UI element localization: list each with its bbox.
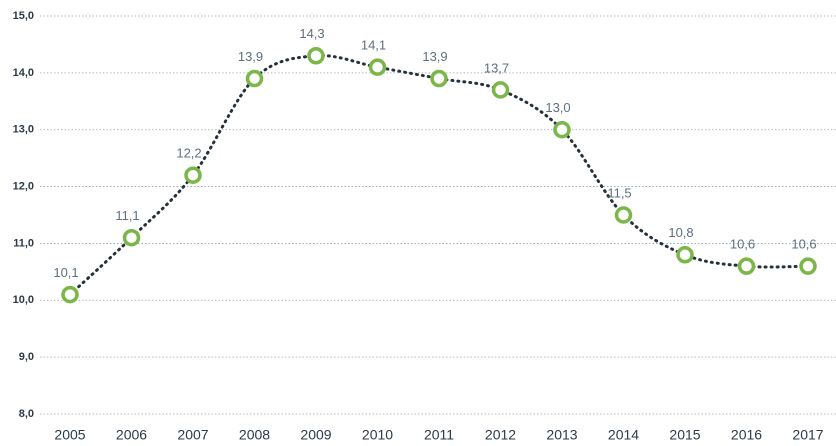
y-tick-label: 12,0 [13, 180, 34, 192]
x-tick-label: 2017 [792, 427, 823, 443]
value-label: 12,2 [176, 146, 201, 161]
value-label: 13,7 [484, 60, 509, 75]
x-tick-label: 2007 [177, 427, 208, 443]
x-tick-label: 2009 [300, 427, 331, 443]
value-label: 10,6 [730, 237, 755, 252]
marker [799, 257, 817, 275]
marker [61, 285, 79, 304]
marker [122, 228, 141, 247]
y-tick-label: 10,0 [13, 294, 34, 306]
x-tick-label: 2010 [362, 427, 393, 443]
marker [676, 246, 694, 264]
x-tick-label: 2012 [485, 427, 516, 443]
marker [614, 206, 633, 224]
value-label: 13,9 [422, 49, 447, 64]
value-label: 14,3 [299, 26, 324, 41]
y-tick-label: 13,0 [13, 124, 34, 136]
x-tick-label: 2011 [424, 427, 454, 443]
x-tick-label: 2015 [669, 427, 700, 443]
value-label: 14,1 [361, 38, 386, 53]
value-label: 11,1 [115, 208, 139, 223]
value-label: 11,5 [607, 185, 631, 200]
x-tick-label: 2005 [54, 427, 85, 443]
y-tick-label: 14,0 [13, 67, 34, 79]
marker [737, 257, 756, 275]
y-tick-label: 11,0 [13, 237, 34, 249]
x-tick-label: 2016 [731, 427, 762, 443]
marker [553, 120, 571, 139]
value-label: 10,6 [791, 237, 816, 252]
x-tick-label: 2008 [239, 427, 270, 443]
marker [430, 69, 448, 88]
x-tick-label: 2013 [546, 427, 577, 443]
line [68, 54, 810, 297]
value-label: 13,0 [545, 100, 570, 115]
y-tick-label: 15,0 [13, 10, 34, 22]
marker [245, 69, 264, 88]
x-tick-label: 2014 [608, 427, 639, 443]
value-label: 13,9 [238, 49, 263, 64]
marker [307, 47, 325, 65]
value-label: 10,8 [668, 225, 693, 240]
marker [368, 58, 387, 76]
y-tick-label: 8,0 [19, 408, 34, 420]
value-label: 10,1 [53, 265, 78, 280]
x-tick-label: 2006 [116, 427, 147, 443]
marker [184, 166, 202, 184]
y-tick-label: 9,0 [19, 351, 34, 363]
marker [491, 81, 510, 99]
